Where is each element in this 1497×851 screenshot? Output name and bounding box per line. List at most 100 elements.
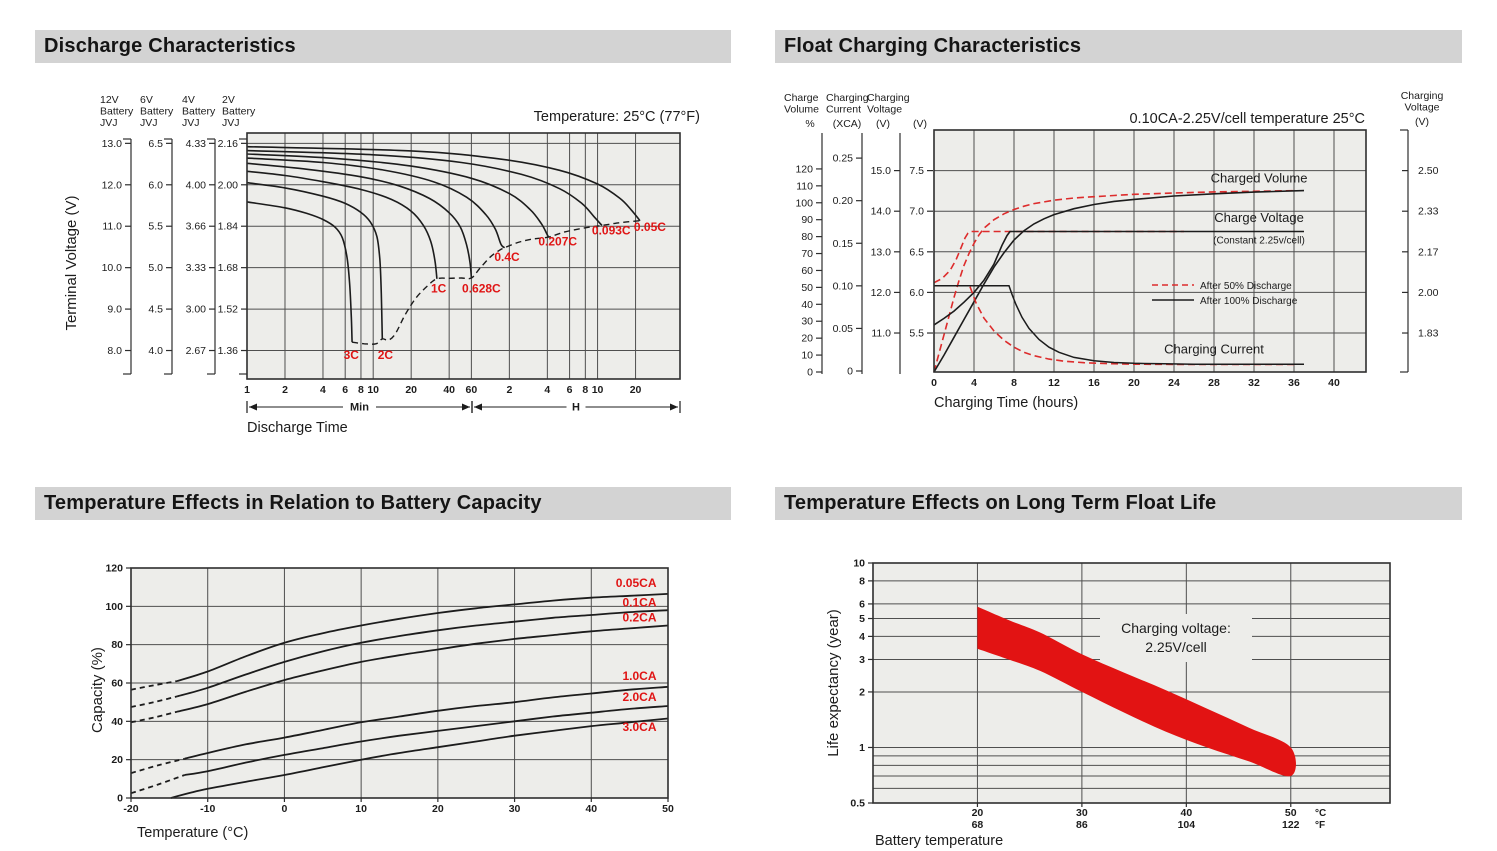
chart-label: °C bbox=[1315, 808, 1326, 819]
chart-element: 40 bbox=[443, 384, 455, 396]
chart-label: Charging Time (hours) bbox=[934, 395, 1078, 411]
chart-element: 13.0 bbox=[102, 138, 123, 150]
chart-element: 110 bbox=[796, 180, 813, 192]
chart-element: 1 bbox=[859, 742, 865, 754]
chart-element: 2V bbox=[222, 94, 235, 106]
chart-element: 40 bbox=[801, 299, 813, 311]
chart-label: (XCA) bbox=[833, 118, 862, 130]
chart-element: 20 bbox=[801, 333, 813, 345]
chart-element: 5 bbox=[859, 613, 865, 625]
chart-label: 2.25V/cell bbox=[1145, 639, 1206, 655]
chart-element: 8 bbox=[1011, 377, 1017, 389]
chart-element: 20 bbox=[1128, 377, 1140, 389]
chart-element: 50 bbox=[662, 803, 674, 815]
chart-element: 28 bbox=[1208, 377, 1220, 389]
chart-element: 100 bbox=[105, 601, 123, 613]
chart-element: 4.33 bbox=[186, 138, 207, 150]
chart-element: 11.0 bbox=[871, 328, 891, 340]
chart-label: °F bbox=[1315, 820, 1325, 831]
chart-element: Voltage bbox=[867, 104, 902, 116]
chart-label: (V) bbox=[913, 118, 927, 130]
chart-label: Temperature: 25°C (77°F) bbox=[534, 109, 700, 125]
chart-element: 40 bbox=[1328, 377, 1340, 389]
series-0.05CA bbox=[176, 593, 669, 682]
chart-element bbox=[249, 403, 257, 411]
section-title-temperature-capacity: Temperature Effects in Relation to Batte… bbox=[44, 492, 542, 514]
series-curve-3C bbox=[246, 201, 353, 343]
plot-border bbox=[933, 129, 1367, 373]
chart-label: 0.05C bbox=[634, 220, 666, 234]
chart-element: 10 bbox=[853, 558, 865, 570]
chart-element: 12.0 bbox=[871, 287, 892, 299]
series-charged-volume-50 bbox=[933, 189, 1295, 373]
chart-element: 7.5 bbox=[909, 165, 924, 177]
chart-element: 0.05 bbox=[833, 323, 854, 335]
chart-element: 2.50 bbox=[1418, 165, 1439, 177]
section-title-bar-float-life: Temperature Effects on Long Term Float L… bbox=[775, 487, 1462, 520]
chart-element: 60 bbox=[801, 265, 813, 277]
chart-element: 0.5 bbox=[850, 798, 865, 810]
chart-element: 32 bbox=[1248, 377, 1260, 389]
chart-element: 86 bbox=[1076, 819, 1088, 831]
chart-label: Battery temperature bbox=[875, 833, 1003, 849]
chart-label: (Constant 2.25v/cell) bbox=[1213, 236, 1305, 247]
series-float-life-band bbox=[977, 606, 1296, 777]
chart-element: 2.33 bbox=[1418, 206, 1439, 218]
chart-label: 2C bbox=[378, 348, 394, 362]
gridlines bbox=[934, 130, 1366, 372]
chart-element: 16 bbox=[1088, 377, 1100, 389]
chart-element: 0 bbox=[931, 377, 937, 389]
chart-element: 8 bbox=[582, 384, 588, 396]
chart-label: Charging voltage: bbox=[1121, 620, 1231, 636]
chart-label: Charge Voltage bbox=[1214, 210, 1304, 225]
chart-element: 3 bbox=[859, 654, 865, 666]
chart-label: 0.1CA bbox=[622, 595, 656, 609]
chart-element: Battery bbox=[140, 106, 174, 118]
annotation-box bbox=[1100, 614, 1252, 662]
chart-element: Battery bbox=[182, 106, 216, 118]
chart-element bbox=[462, 403, 470, 411]
chart-label: % bbox=[805, 118, 814, 130]
chart-element: 1 bbox=[244, 384, 250, 396]
chart-element: 4.00 bbox=[186, 179, 207, 191]
chart-element: 5.5 bbox=[148, 221, 163, 233]
chart-element: 1.68 bbox=[218, 262, 239, 274]
float-charging-characteristics-chart: 1201101009080706050403020100ChargeVolume… bbox=[784, 90, 1444, 411]
chart-element: 0.20 bbox=[833, 195, 854, 207]
chart-element: 100 bbox=[795, 197, 813, 209]
series-0.1CA bbox=[176, 609, 669, 698]
series-curve-0.05C bbox=[246, 145, 641, 222]
chart-element: 1.84 bbox=[218, 221, 239, 233]
chart-element: 80 bbox=[111, 639, 123, 651]
chart-element: 2 bbox=[506, 384, 512, 396]
chart-element bbox=[343, 400, 376, 414]
chart-element: 6.0 bbox=[909, 287, 924, 299]
chart-element: 40 bbox=[1180, 807, 1192, 819]
range-arrow: Min bbox=[246, 400, 473, 414]
chart-element: 20 bbox=[111, 754, 123, 766]
chart-label: 0.207C bbox=[538, 235, 577, 249]
chart-label: Life expectancy (year) bbox=[825, 609, 842, 757]
series-curve-1C bbox=[246, 170, 438, 279]
chart-label: 3C bbox=[344, 348, 360, 362]
chart-element: 36 bbox=[1288, 377, 1300, 389]
series-2.0CA-dash bbox=[130, 774, 186, 795]
temperature-capacity-chart: -20 -10 0 10 20 30 40 50 0 20 40 60 80 100 120 Capacity… bbox=[89, 563, 674, 842]
chart-element: Charging bbox=[1401, 90, 1444, 102]
chart-element: 120 bbox=[795, 163, 813, 175]
chart-label: 0.093C bbox=[592, 224, 631, 238]
chart-element: 40 bbox=[111, 716, 123, 728]
chart-element: 30 bbox=[509, 803, 521, 815]
chart-element: JVJ bbox=[140, 117, 158, 129]
chart-label: 2.0CA bbox=[622, 690, 656, 704]
series-charge-voltage-100 bbox=[933, 230, 1304, 326]
chart-element: 50 bbox=[801, 282, 813, 294]
section-title-float-life: Temperature Effects on Long Term Float L… bbox=[784, 492, 1217, 514]
chart-element: H bbox=[572, 402, 580, 414]
plot-border bbox=[246, 132, 681, 380]
chart-label: Discharge Time bbox=[247, 420, 348, 436]
chart-element: 12V bbox=[100, 94, 119, 106]
chart-label: (V) bbox=[876, 118, 890, 130]
chart-element: 0 bbox=[807, 367, 813, 379]
